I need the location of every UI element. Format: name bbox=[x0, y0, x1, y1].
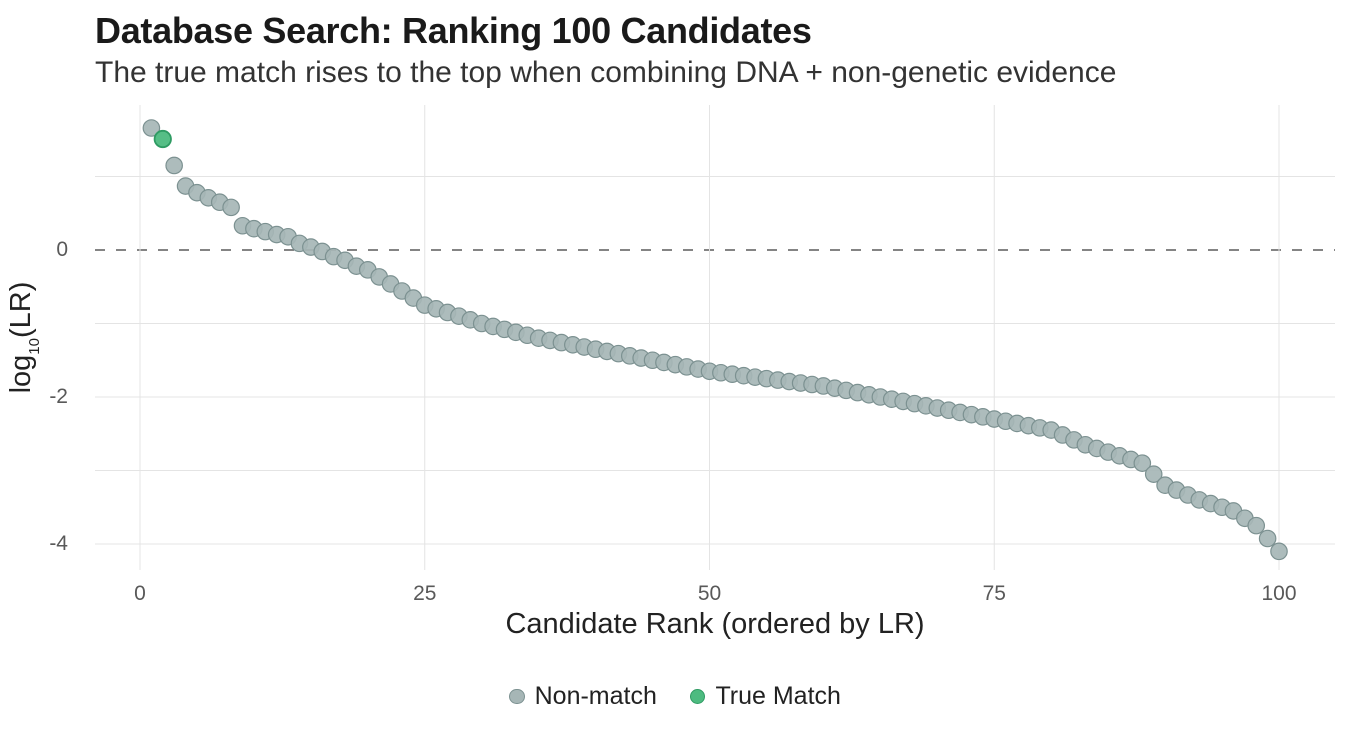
svg-text:50: 50 bbox=[698, 582, 721, 605]
svg-text:Candidate Rank (ordered by LR): Candidate Rank (ordered by LR) bbox=[505, 608, 924, 640]
svg-text:100: 100 bbox=[1261, 582, 1296, 605]
svg-text:25: 25 bbox=[413, 582, 436, 605]
svg-text:-4: -4 bbox=[49, 532, 68, 555]
svg-text:0: 0 bbox=[56, 238, 68, 261]
svg-text:-2: -2 bbox=[49, 385, 68, 408]
svg-text:0: 0 bbox=[134, 582, 146, 605]
svg-text:log10(LR): log10(LR) bbox=[5, 282, 43, 394]
svg-text:75: 75 bbox=[983, 582, 1006, 605]
